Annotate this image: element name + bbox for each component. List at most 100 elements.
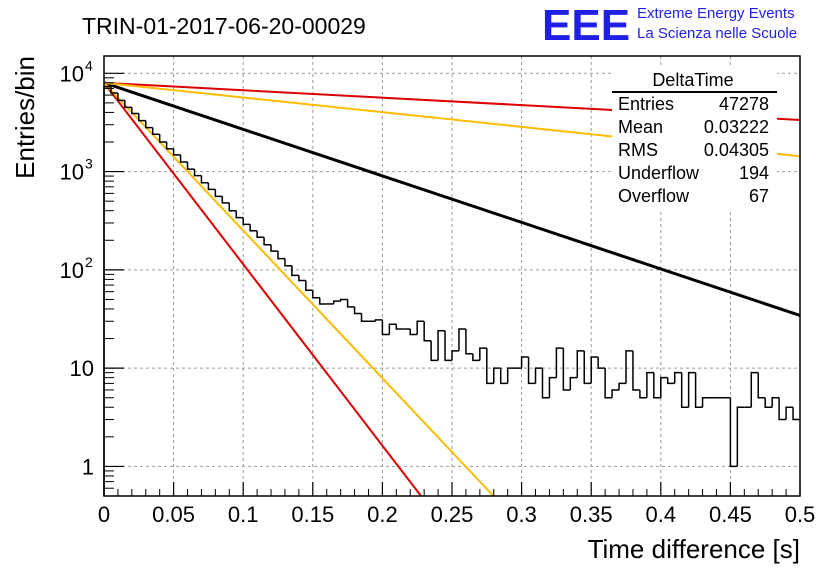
y-axis-label: Entries/bin [10,56,40,179]
histogram-bin [145,120,153,129]
stats-rows: Entries 47278 Mean 0.03222 RMS 0.04305Underfl… [618,94,769,206]
stats-label: Underflow [618,163,700,183]
histogram-bin [360,313,369,322]
x-tick-label: 0.05 [152,502,195,527]
histogram-bin [409,329,418,336]
histogram-bin [757,372,766,399]
x-tick-label: 0.45 [709,502,752,527]
histogram-bin [548,376,557,398]
histogram-bin [165,141,174,150]
stats-box: DeltaTime Entries 47278 Mean 0.03222 RMS 0.04… [612,68,777,211]
histogram-bin [381,319,390,336]
histogram-bin [186,162,195,170]
histogram-bin [771,396,780,408]
histogram-bin [423,321,432,342]
histogram-bin [451,350,459,361]
stats-title: DeltaTime [652,70,733,90]
histogram-bin [305,280,313,292]
x-tick-label: 0.2 [367,502,398,527]
y-tick-label: 10 [60,160,84,185]
histogram-bin [576,350,585,378]
x-tick-label: 0.25 [431,502,474,527]
histogram-bin [353,306,362,315]
histogram-bin [673,371,682,384]
x-tick-label: 0.15 [291,502,334,527]
histogram-bin [388,323,397,335]
histogram-bin [117,93,125,102]
histogram-bin [138,113,146,122]
histogram-bin [506,367,515,384]
histogram-bin [736,406,745,467]
y-tick-label: 10 [60,258,84,283]
histogram-bin [131,107,139,115]
histogram-bin [207,182,216,191]
x-axis-label: Time difference [s] [588,534,800,564]
fit-curve-5 [104,82,495,496]
y-tick-label: 10 [70,356,94,381]
histogram-bin [534,367,543,384]
stats-value: 47278 [719,94,769,114]
histogram-bin [618,382,626,390]
histogram-bin [701,396,710,408]
histogram-bin [172,148,181,156]
logo-line-2: La Scienza nelle Scuole [637,25,797,42]
histogram-bin [416,320,425,335]
histogram-bin [479,347,487,361]
histogram-bin [193,169,202,177]
x-tick-label: 0 [98,502,110,527]
histogram-bin [277,251,285,260]
histogram-bin [214,189,223,198]
histogram-bin [792,407,800,421]
histogram-bin [312,290,320,299]
x-tick-label: 0.5 [785,502,816,527]
histogram-bin [200,175,209,184]
stats-value: 0.04305 [704,140,769,160]
histogram-bin [555,347,564,378]
histogram-bin [764,397,773,408]
x-tick-label: 0.1 [228,502,259,527]
histogram-bin [729,397,738,468]
histogram-bin [632,350,640,391]
histogram-bin [472,353,480,362]
histogram-bin [151,127,160,135]
chart-title: TRIN-01-2017-06-20-00029 [82,13,366,39]
histogram-bin [562,348,571,391]
y-tick-label: 1 [82,454,94,479]
histogram-bin [541,368,550,399]
histogram-bin [660,376,668,398]
stats-label: RMS [618,140,658,160]
y-tick-label: 10 [60,61,84,86]
histogram-bin [221,196,230,204]
y-tick-exponent: 3 [85,156,93,172]
histogram-bin [590,356,599,384]
histogram-bin [235,210,244,219]
histogram-bin [520,356,529,369]
histogram-bin [527,356,536,385]
y-tick-exponent: 2 [85,254,93,270]
histogram-bin [694,372,703,408]
histogram-bin [124,100,132,109]
stats-label: Entries [618,94,674,114]
x-tick-label: 0.3 [506,502,537,527]
x-tick-label: 0.35 [570,502,613,527]
logo-mark: EEE [542,1,630,50]
stats-value: 194 [739,163,769,183]
x-tick-label: 0.4 [646,502,677,527]
histogram-bin [395,324,404,330]
histogram-bin [750,371,759,408]
histogram-bin [493,367,501,384]
histogram-bin [604,368,613,399]
histogram-bin [639,389,647,399]
logo-line-1: Extreme Energy Events [637,5,795,22]
eee-logo: EEE Extreme Energy Events La Scienza nel… [542,1,797,50]
stats-label: Mean [618,117,663,137]
histogram-bin [158,134,167,143]
histogram-bin [332,300,341,304]
histogram-bin [249,224,258,232]
histogram-bin [653,372,661,399]
y-tick-exponent: 4 [85,57,93,73]
histogram-bin [465,329,473,355]
histogram-bin [346,299,355,308]
